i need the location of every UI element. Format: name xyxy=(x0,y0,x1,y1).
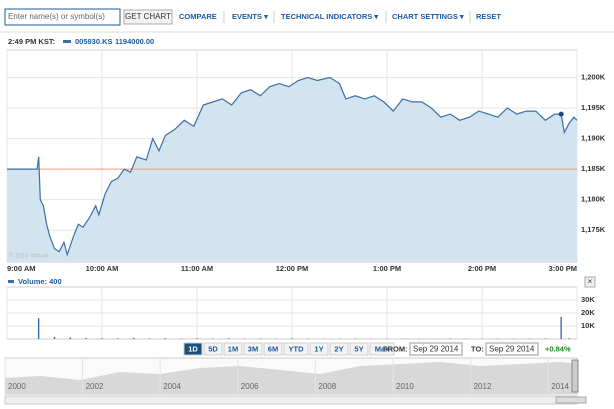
range-label: 1Y xyxy=(314,344,323,353)
menu-settings[interactable]: CHART SETTINGS ▾ xyxy=(392,12,465,21)
y-tick-label: 1,195K xyxy=(581,103,606,112)
x-tick-label: 11:00 AM xyxy=(181,264,213,273)
range-button[interactable] xyxy=(283,342,309,356)
watermark: © 2014 Yahoo! xyxy=(9,253,49,260)
volume-bar xyxy=(291,338,293,339)
volume-swatch xyxy=(8,280,14,283)
x-tick-label: 3:00 PM xyxy=(549,264,577,273)
close-icon: × xyxy=(588,277,593,286)
volume-bar xyxy=(544,338,547,339)
legend-value: 1194000.00 xyxy=(115,37,154,46)
volume-bar xyxy=(568,338,570,339)
x-tick-label: 2:00 PM xyxy=(468,264,496,273)
volume-bar xyxy=(101,338,103,339)
range-label: 2Y xyxy=(334,344,343,353)
price-line xyxy=(7,76,578,257)
navigator-year: 2008 xyxy=(318,382,336,391)
volume-bar xyxy=(85,337,87,339)
range-button[interactable] xyxy=(329,342,349,356)
volume-bar xyxy=(212,338,214,339)
x-tick-label: 9:00 AM xyxy=(7,264,35,273)
get-chart-button[interactable] xyxy=(123,9,173,25)
volume-bar xyxy=(132,337,135,339)
range-label: 1D xyxy=(188,344,198,353)
navigator-year: 2010 xyxy=(396,382,414,391)
volume-bar xyxy=(449,338,452,339)
range-button[interactable] xyxy=(309,342,329,356)
range-label: 1M xyxy=(228,344,238,353)
from-date: Sep 29 2014 xyxy=(413,345,459,354)
y-tick-label: 1,180K xyxy=(581,195,606,204)
y-tick-label: 30K xyxy=(581,295,595,304)
range-button[interactable] xyxy=(203,342,223,356)
menu-reset[interactable]: RESET xyxy=(476,12,501,21)
menu-events[interactable]: EVENTS ▾ xyxy=(232,12,269,21)
volume-bar xyxy=(227,338,230,339)
range-button[interactable] xyxy=(243,342,263,356)
range-label: 3M xyxy=(248,344,258,353)
last-marker xyxy=(558,111,564,117)
y-tick-label: 10K xyxy=(581,321,595,330)
volume-title: Volume: 400 xyxy=(18,277,62,286)
legend-swatch xyxy=(63,40,71,43)
range-button[interactable] xyxy=(369,342,395,356)
volume-bar xyxy=(164,338,167,339)
range-label: 5Y xyxy=(354,344,363,353)
volume-bar xyxy=(354,338,357,339)
volume-bar xyxy=(37,318,40,339)
info-time: 2:49 PM KST: xyxy=(8,37,55,46)
volume-bar xyxy=(69,337,72,339)
range-label: 5D xyxy=(208,344,218,353)
y-tick-label: 1,185K xyxy=(581,164,606,173)
to-label: TO: xyxy=(471,344,484,353)
navigator: 2000 2002 2004 2006 2008 2010 2012 2014 xyxy=(4,357,587,405)
navigator-year: 2002 xyxy=(86,382,104,391)
scrollbar[interactable] xyxy=(4,395,578,405)
from-label: FROM: xyxy=(383,344,408,353)
range-label: Max xyxy=(375,344,390,353)
from-input[interactable] xyxy=(409,342,463,356)
get-chart-label: GET CHART xyxy=(125,12,171,21)
y-tick-label: 20K xyxy=(581,308,595,317)
x-tick-label: 12:00 PM xyxy=(276,264,309,273)
range-button[interactable] xyxy=(349,342,369,356)
search-placeholder: Enter name(s) or symbol(s) xyxy=(8,12,105,21)
volume-bar xyxy=(117,338,119,339)
navigator-year: 2004 xyxy=(163,382,181,391)
to-input[interactable] xyxy=(485,342,539,356)
navigator-year: 2014 xyxy=(551,382,569,391)
to-date: Sep 29 2014 xyxy=(489,345,535,354)
volume-bar xyxy=(560,316,562,339)
range-button[interactable] xyxy=(263,342,283,356)
range-label: 6M xyxy=(268,344,278,353)
y-tick-label: 1,200K xyxy=(581,72,606,81)
volume-bar xyxy=(53,337,56,339)
x-tick-label: 1:00 PM xyxy=(373,264,401,273)
navigator-year: 2006 xyxy=(241,382,259,391)
volume-bar xyxy=(196,338,198,339)
scroll-thumb[interactable] xyxy=(555,396,587,404)
range-button[interactable] xyxy=(223,342,243,356)
range-button[interactable] xyxy=(183,342,203,356)
navigator-area xyxy=(5,362,577,394)
volume-bar xyxy=(259,338,262,339)
close-volume[interactable] xyxy=(584,276,596,288)
y-tick-label: 1,175K xyxy=(581,225,606,234)
area-fill xyxy=(7,77,577,262)
navigator-year: 2012 xyxy=(474,382,492,391)
y-tick-label: 1,190K xyxy=(581,134,606,143)
volume-bar xyxy=(148,338,151,339)
x-tick-label: 10:00 AM xyxy=(86,264,119,273)
menu-indicators[interactable]: TECHNICAL INDICATORS ▾ xyxy=(281,12,379,21)
navigator-year: 2000 xyxy=(8,382,26,391)
search-input[interactable] xyxy=(4,8,121,26)
menu-compare[interactable]: COMPARE xyxy=(179,12,217,21)
range-label: YTD xyxy=(289,344,305,353)
navigator-handle[interactable] xyxy=(571,359,579,393)
change: +0.84% xyxy=(545,344,571,353)
legend-name: 005930.KS xyxy=(75,37,113,46)
